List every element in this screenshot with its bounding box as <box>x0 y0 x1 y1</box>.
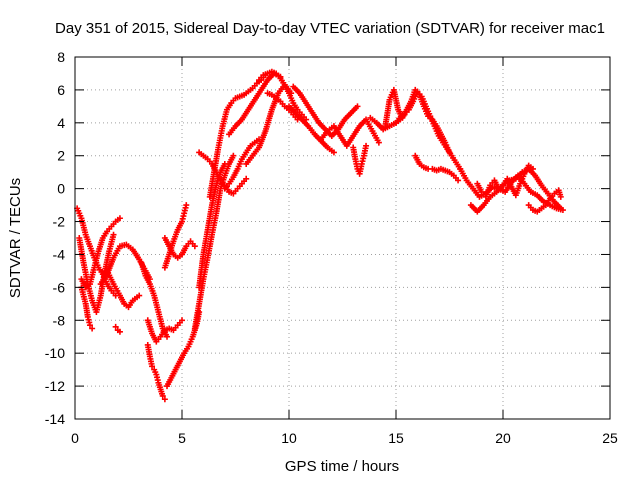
grid-lines <box>75 57 610 419</box>
x-tick-label: 20 <box>495 430 511 446</box>
x-tick-label: 15 <box>388 430 404 446</box>
y-tick-label: 0 <box>57 181 65 197</box>
data-point <box>179 317 185 324</box>
data-point <box>529 165 536 172</box>
data-point <box>110 231 117 238</box>
data-point <box>161 396 168 403</box>
y-tick-label: 6 <box>57 82 65 98</box>
y-tick-label: -2 <box>53 214 66 230</box>
x-tick-label: 5 <box>178 430 186 446</box>
data-point <box>136 292 143 299</box>
data-point <box>363 142 370 149</box>
data-point <box>149 363 156 370</box>
data-point <box>112 323 119 330</box>
plot-frame <box>74 56 611 420</box>
y-tick-label: -8 <box>53 312 66 328</box>
data-point <box>183 202 190 209</box>
axis-ticks: -14 -12 -10 -8 -6 -4 -2 0 2 4 6 8 0 5 10 15 20 25 <box>45 49 618 446</box>
x-tick-label: 10 <box>281 430 297 446</box>
data-point <box>557 205 564 212</box>
data-point <box>221 160 228 167</box>
y-tick-label: -6 <box>53 279 66 295</box>
data-point <box>116 328 123 335</box>
data-point <box>89 325 96 332</box>
data-point <box>164 333 171 340</box>
data-point <box>116 215 123 222</box>
data-point <box>557 193 564 200</box>
y-tick-label: 4 <box>57 115 65 131</box>
data-point <box>243 175 250 182</box>
y-axis-label: SDTVAR / TECUs <box>7 178 24 298</box>
y-tick-label: 2 <box>57 148 65 164</box>
data-point <box>455 177 462 184</box>
data-point <box>159 392 166 399</box>
x-tick-label: 25 <box>602 430 618 446</box>
y-tick-label: -12 <box>45 378 65 394</box>
data-point <box>230 152 237 159</box>
data-point <box>330 149 337 156</box>
chart-title: Day 351 of 2015, Sidereal Day-to-day VTE… <box>55 20 605 37</box>
y-tick-label: -10 <box>45 345 65 361</box>
x-axis-label: GPS time / hours <box>285 458 399 475</box>
y-tick-label: 8 <box>57 49 65 65</box>
y-tick-label: -4 <box>53 246 66 262</box>
x-tick-label: 0 <box>71 430 79 446</box>
data-point <box>191 243 198 250</box>
data-point <box>86 322 93 329</box>
data-point <box>354 103 361 110</box>
y-tick-label: -14 <box>45 411 65 427</box>
data-point <box>375 139 382 146</box>
data-points <box>74 68 566 403</box>
